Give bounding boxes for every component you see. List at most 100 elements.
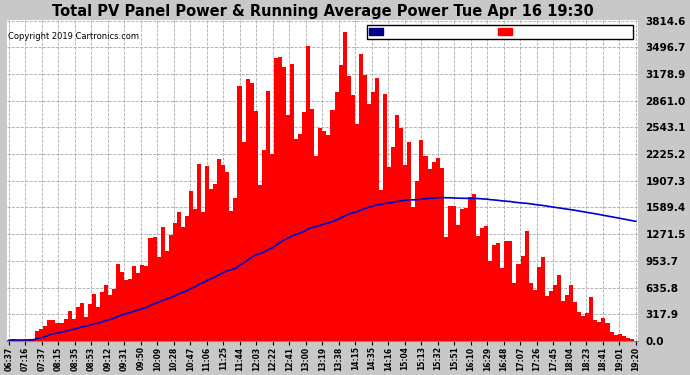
Bar — [120, 272, 124, 341]
Bar — [367, 104, 371, 341]
Bar — [48, 320, 52, 341]
Title: Total PV Panel Power & Running Average Power Tue Apr 16 19:30: Total PV Panel Power & Running Average P… — [52, 4, 593, 19]
Bar — [343, 32, 346, 341]
Bar — [331, 110, 335, 341]
Bar — [375, 78, 379, 341]
Bar — [569, 285, 573, 341]
Bar — [104, 285, 108, 341]
Bar — [157, 256, 161, 341]
Bar — [108, 295, 112, 341]
Bar — [185, 216, 189, 341]
Bar — [137, 273, 140, 341]
Bar — [428, 169, 431, 341]
Bar — [124, 280, 128, 341]
Bar — [23, 340, 27, 341]
Bar — [517, 264, 520, 341]
Bar — [172, 223, 177, 341]
Bar — [43, 326, 48, 341]
Bar — [88, 304, 92, 341]
Bar — [132, 266, 137, 341]
Text: Copyright 2019 Cartronics.com: Copyright 2019 Cartronics.com — [8, 32, 139, 41]
Bar — [541, 257, 545, 341]
Bar — [193, 210, 197, 341]
Bar — [326, 135, 331, 341]
Bar — [577, 312, 581, 341]
Bar — [213, 184, 217, 341]
Bar — [72, 319, 76, 341]
Bar — [177, 212, 181, 341]
Bar — [435, 158, 440, 341]
Bar — [169, 235, 172, 341]
Bar — [456, 225, 460, 341]
Bar — [306, 46, 310, 341]
Bar — [513, 283, 517, 341]
Legend: Average  (DC Watts), PV Panels  (DC Watts): Average (DC Watts), PV Panels (DC Watts) — [366, 25, 633, 39]
Bar — [257, 184, 262, 341]
Bar — [254, 111, 257, 341]
Bar — [379, 190, 383, 341]
Bar — [237, 86, 242, 341]
Bar — [480, 228, 484, 341]
Bar — [565, 295, 569, 341]
Bar — [152, 237, 157, 341]
Bar — [626, 338, 630, 341]
Bar — [452, 206, 456, 341]
Bar — [39, 329, 43, 341]
Bar — [217, 159, 221, 341]
Bar — [322, 132, 326, 341]
Bar — [205, 166, 209, 341]
Bar — [573, 302, 577, 341]
Bar — [140, 265, 144, 341]
Bar — [492, 245, 496, 341]
Bar — [165, 251, 169, 341]
Bar — [529, 284, 533, 341]
Bar — [400, 128, 403, 341]
Bar — [209, 189, 213, 341]
Bar — [15, 340, 19, 341]
Bar — [602, 318, 605, 341]
Bar — [472, 194, 476, 341]
Bar — [241, 142, 246, 341]
Bar — [68, 311, 72, 341]
Bar — [63, 320, 68, 341]
Bar — [415, 181, 420, 341]
Bar — [7, 340, 11, 341]
Bar — [622, 336, 626, 341]
Bar — [52, 320, 55, 341]
Bar — [226, 172, 229, 341]
Bar — [424, 156, 428, 341]
Bar — [553, 285, 557, 341]
Bar — [315, 156, 318, 341]
Bar — [593, 320, 598, 341]
Bar — [250, 83, 254, 341]
Bar — [274, 58, 278, 341]
Bar — [35, 332, 39, 341]
Bar — [302, 112, 306, 341]
Bar — [509, 241, 513, 341]
Bar — [618, 334, 622, 341]
Bar — [100, 292, 104, 341]
Bar — [128, 279, 132, 341]
Bar — [630, 339, 634, 341]
Bar — [613, 334, 618, 341]
Bar — [262, 150, 266, 341]
Bar — [605, 323, 609, 341]
Bar — [112, 289, 116, 341]
Bar — [266, 91, 270, 341]
Bar — [581, 316, 585, 341]
Bar — [609, 332, 613, 341]
Bar — [278, 57, 282, 341]
Bar — [11, 339, 15, 341]
Bar — [286, 115, 290, 341]
Bar — [444, 237, 448, 341]
Bar — [533, 290, 537, 341]
Bar — [189, 190, 193, 341]
Bar — [383, 93, 387, 341]
Bar — [83, 317, 88, 341]
Bar — [59, 322, 63, 341]
Bar — [545, 296, 549, 341]
Bar — [440, 168, 444, 341]
Bar — [476, 236, 480, 341]
Bar — [395, 115, 400, 341]
Bar — [339, 64, 343, 341]
